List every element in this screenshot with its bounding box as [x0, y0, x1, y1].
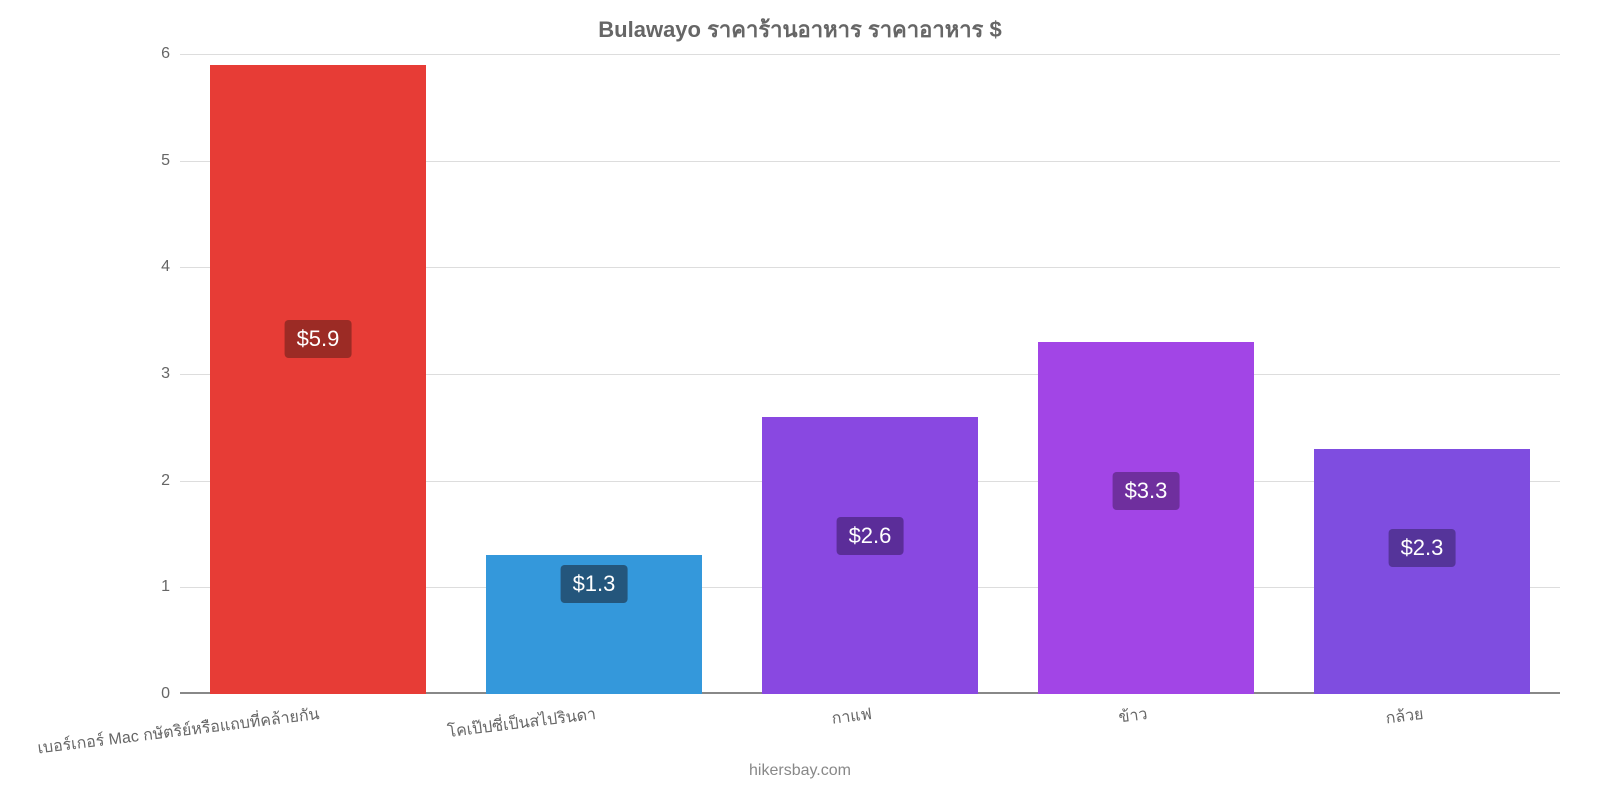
bar: $2.6 — [762, 417, 977, 694]
x-tick-label: โคเป๊ปซี่เป็นสไปรินดา — [446, 702, 597, 745]
value-label: $1.3 — [561, 565, 628, 603]
x-tick-label: กาแฟ — [830, 702, 873, 732]
chart-stage: Bulawayo ราคาร้านอาหาร ราคาอาหาร $ 01234… — [0, 0, 1600, 800]
value-label: $2.3 — [1389, 529, 1456, 567]
chart-title: Bulawayo ราคาร้านอาหาร ราคาอาหาร $ — [0, 12, 1600, 47]
bar: $2.3 — [1314, 449, 1529, 694]
y-tick-label: 0 — [161, 685, 180, 703]
y-tick-label: 6 — [161, 45, 180, 63]
value-label: $5.9 — [285, 320, 352, 358]
attribution-text: hikersbay.com — [0, 762, 1600, 780]
value-label: $3.3 — [1113, 472, 1180, 510]
bar: $5.9 — [210, 65, 425, 694]
plot-area: 0123456$5.9เบอร์เกอร์ Mac กษัตริย์หรือแถ… — [180, 54, 1560, 694]
y-tick-label: 2 — [161, 472, 180, 490]
x-tick-label: กล้วย — [1384, 702, 1425, 731]
x-tick-label: เบอร์เกอร์ Mac กษัตริย์หรือแถบที่คล้ายกั… — [36, 702, 321, 761]
y-tick-label: 5 — [161, 152, 180, 170]
y-tick-label: 4 — [161, 258, 180, 276]
bar: $3.3 — [1038, 342, 1253, 694]
value-label: $2.6 — [837, 517, 904, 555]
bar: $1.3 — [486, 555, 701, 694]
y-tick-label: 3 — [161, 365, 180, 383]
y-tick-label: 1 — [161, 578, 180, 596]
x-tick-label: ข้าว — [1117, 702, 1149, 730]
grid-line — [180, 54, 1560, 55]
